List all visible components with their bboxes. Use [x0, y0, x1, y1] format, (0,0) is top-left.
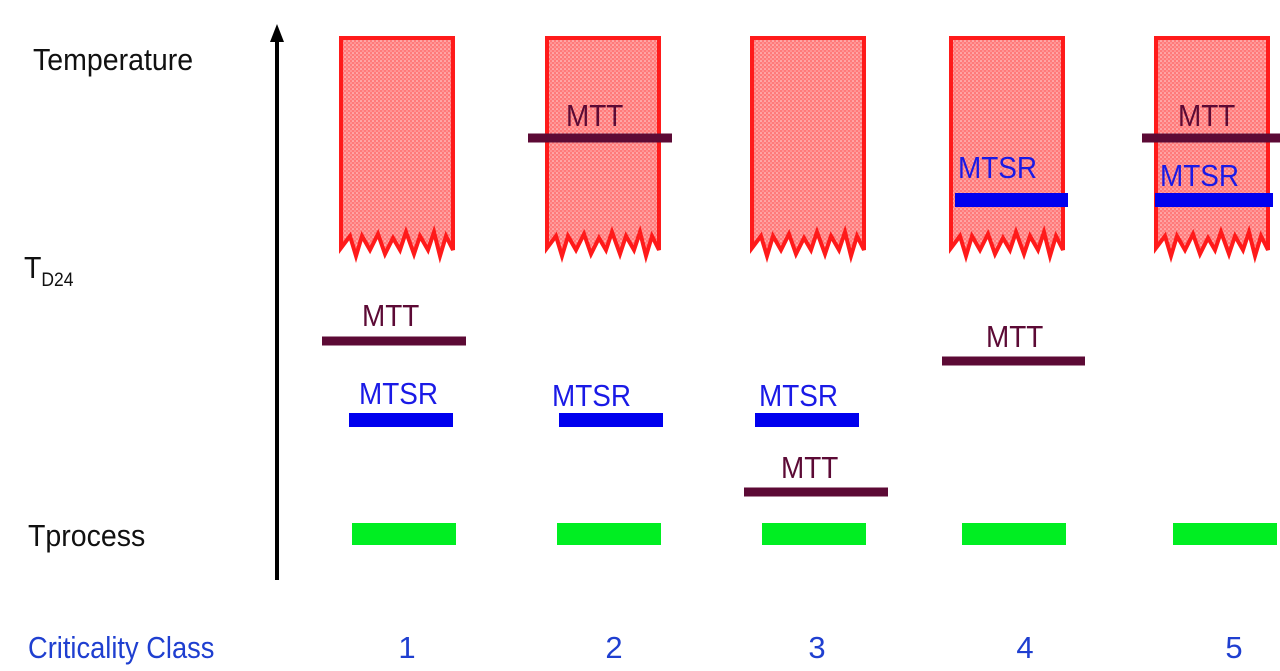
tprocess-bar-class-3 — [762, 523, 866, 545]
mtt-label-class-5: MTT — [1178, 98, 1236, 133]
criticality-class-title: Criticality Class — [28, 630, 215, 665]
class-number-1: 1 — [398, 630, 416, 665]
mtt-label-class-3: MTT — [781, 450, 839, 485]
decomposition-zone-class-1 — [339, 36, 455, 264]
mtsr-label-class-5: MTSR — [1160, 158, 1240, 193]
mtsr-label-class-4: MTSR — [958, 150, 1038, 185]
mtsr-label-class-2: MTSR — [552, 378, 632, 413]
class-number-5: 5 — [1225, 630, 1243, 665]
tprocess-bar-class-4 — [962, 523, 1066, 545]
tprocess-bar-class-5 — [1173, 523, 1277, 545]
axis-arrowhead — [270, 24, 284, 42]
tprocess-label: Tprocess — [28, 518, 146, 553]
decomposition-zone-class-2 — [545, 36, 661, 264]
class-number-3: 3 — [808, 630, 826, 665]
tprocess-bar-class-2 — [557, 523, 661, 545]
td24-main: T — [24, 250, 42, 285]
td24-label: TD24 — [24, 252, 73, 290]
temperature-label: Temperature — [33, 42, 194, 77]
mtt-label-class-4: MTT — [986, 319, 1044, 354]
mtsr-label-class-3: MTSR — [759, 378, 839, 413]
decomposition-zone-class-5 — [1154, 36, 1270, 264]
decomposition-zone-class-3 — [750, 36, 866, 264]
td24-subscript: D24 — [41, 270, 74, 291]
decomposition-zone-class-4 — [949, 36, 1065, 264]
class-number-2: 2 — [605, 630, 623, 665]
class-number-4: 4 — [1016, 630, 1034, 665]
mtt-label-class-1: MTT — [362, 298, 420, 333]
mtsr-label-class-1: MTSR — [359, 376, 439, 411]
tprocess-bar-class-1 — [352, 523, 456, 545]
mtt-label-class-2: MTT — [566, 98, 624, 133]
